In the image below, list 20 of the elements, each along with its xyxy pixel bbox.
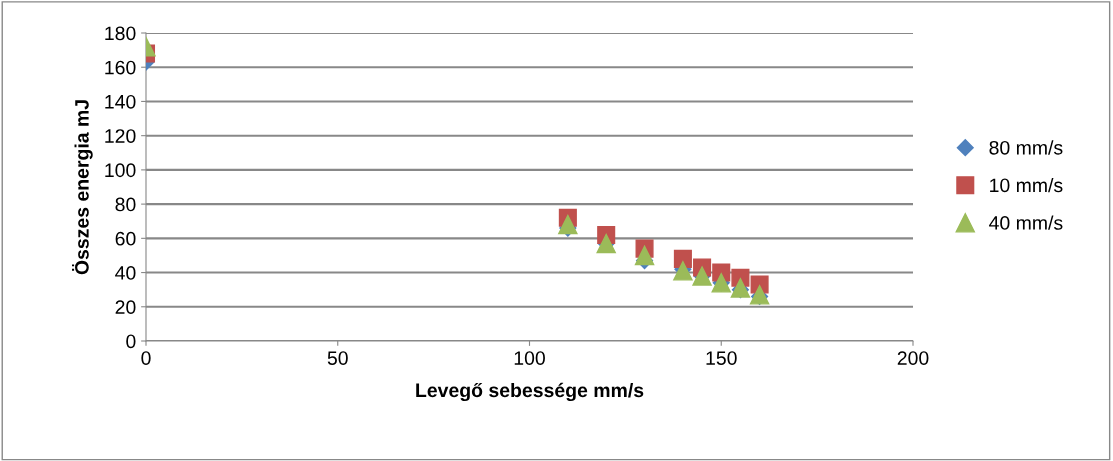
x-tick-label: 150: [706, 351, 737, 365]
x-tick-label: 100: [514, 351, 545, 365]
y-tick-label: 180: [105, 26, 136, 41]
legend-label: 10 mm/s: [990, 177, 1063, 193]
y-tick-label: 60: [115, 231, 136, 246]
x-tick-label: 0: [141, 351, 151, 365]
x-axis-title: Levegő sebessége mm/s: [416, 382, 644, 402]
y-tick-label: 140: [105, 94, 136, 109]
y-tick-label: 100: [105, 163, 136, 178]
y-axis-title: Összes energia mJ: [72, 100, 93, 275]
y-tick-label: 160: [105, 60, 136, 75]
legend-label: 40 mm/s: [989, 215, 1063, 230]
y-tick-label: 80: [115, 197, 136, 212]
y-tick-label: 20: [115, 300, 136, 315]
legend-label: 80 mm/s: [989, 140, 1063, 155]
y-tick-label: 0: [126, 334, 136, 349]
x-tick-label: 200: [897, 351, 929, 365]
y-tick-label: 40: [115, 266, 136, 280]
x-tick-label: 50: [327, 351, 348, 365]
y-tick-label: 120: [105, 129, 136, 143]
